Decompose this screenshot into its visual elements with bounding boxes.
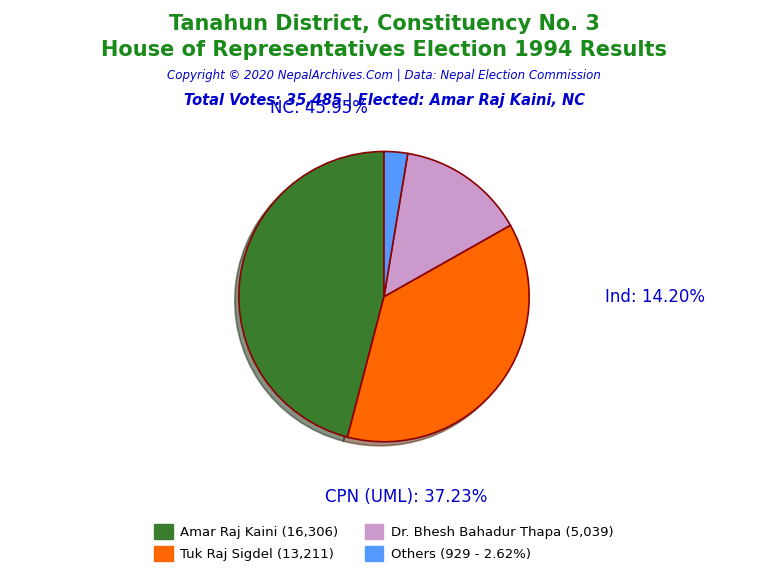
- Wedge shape: [384, 153, 511, 297]
- Text: House of Representatives Election 1994 Results: House of Representatives Election 1994 R…: [101, 40, 667, 60]
- Wedge shape: [384, 151, 408, 297]
- Text: Tanahun District, Constituency No. 3: Tanahun District, Constituency No. 3: [168, 14, 600, 35]
- Wedge shape: [347, 225, 529, 442]
- Text: Total Votes: 35,485 | Elected: Amar Raj Kaini, NC: Total Votes: 35,485 | Elected: Amar Raj …: [184, 93, 584, 109]
- Legend: Amar Raj Kaini (16,306), Tuk Raj Sigdel (13,211), Dr. Bhesh Bahadur Thapa (5,039: Amar Raj Kaini (16,306), Tuk Raj Sigdel …: [149, 519, 619, 567]
- Text: CPN (UML): 37.23%: CPN (UML): 37.23%: [325, 488, 487, 506]
- Text: Copyright © 2020 NepalArchives.Com | Data: Nepal Election Commission: Copyright © 2020 NepalArchives.Com | Dat…: [167, 69, 601, 82]
- Text: NC: 45.95%: NC: 45.95%: [270, 99, 368, 117]
- Text: Ind: 14.20%: Ind: 14.20%: [604, 287, 704, 306]
- Wedge shape: [239, 151, 384, 437]
